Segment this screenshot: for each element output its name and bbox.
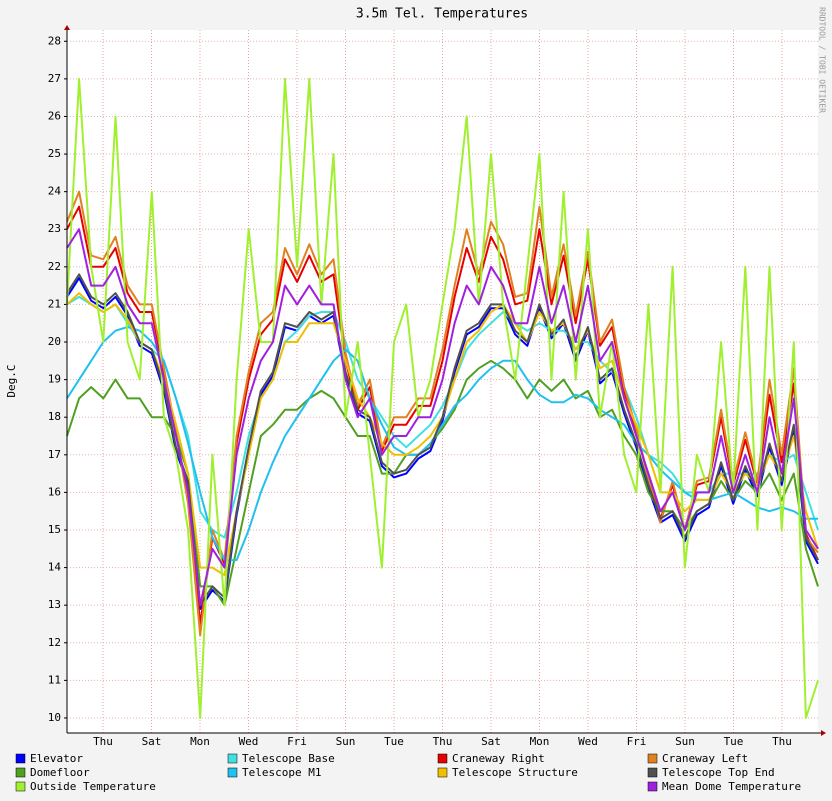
y-tick-label: 15 xyxy=(48,523,61,536)
legend: Elevator Telescope Base Craneway Right Cran… xyxy=(15,752,801,793)
x-tick-label: Thu xyxy=(433,735,453,748)
x-tick-label: Sat xyxy=(481,735,501,748)
legend-swatch xyxy=(647,753,658,764)
y-tick-label: 16 xyxy=(48,485,61,498)
x-tick-label: Fri xyxy=(627,735,647,748)
x-tick-label: Fri xyxy=(287,735,307,748)
legend-label: Telescope M1 xyxy=(242,766,321,779)
y-tick-label: 28 xyxy=(48,34,61,47)
legend-swatch xyxy=(647,781,658,792)
x-arrow xyxy=(821,730,826,736)
chart-title: 3.5m Tel. Temperatures xyxy=(356,7,528,22)
y-tick-label: 17 xyxy=(48,448,61,461)
x-tick-label: Wed xyxy=(239,735,259,748)
y-tick-label: 25 xyxy=(48,147,61,160)
y-tick-label: 23 xyxy=(48,222,61,235)
y-arrow xyxy=(64,25,70,30)
x-tick-label: Tue xyxy=(384,735,404,748)
legend-label: Telescope Structure xyxy=(452,766,578,779)
legend-swatch xyxy=(15,753,26,764)
y-tick-label: 14 xyxy=(48,561,62,574)
x-tick-label: Sat xyxy=(142,735,162,748)
legend-label: Mean Dome Temperature xyxy=(662,780,801,793)
y-tick-label: 27 xyxy=(48,72,61,85)
axes xyxy=(64,25,826,736)
legend-swatch xyxy=(437,753,448,764)
x-tick-label: Mon xyxy=(530,735,550,748)
y-tick-label: 24 xyxy=(48,185,62,198)
legend-swatch xyxy=(437,767,448,778)
x-tick-label: Tue xyxy=(724,735,744,748)
legend-swatch xyxy=(227,767,238,778)
y-tick-label: 21 xyxy=(48,297,61,310)
legend-swatch xyxy=(15,781,26,792)
y-tick-label: 26 xyxy=(48,109,61,122)
legend-label: Elevator xyxy=(30,752,83,765)
y-tick-label: 10 xyxy=(48,711,61,724)
y-axis-label: Deg.C xyxy=(5,364,18,397)
legend-swatch xyxy=(227,753,238,764)
legend-swatch xyxy=(15,767,26,778)
x-tick-label: Thu xyxy=(93,735,113,748)
legend-label: Telescope Base xyxy=(242,752,335,765)
watermark: RRDTOOL / TOBI OETIKER xyxy=(818,7,827,113)
legend-label: Domefloor xyxy=(30,766,90,779)
y-tick-label: 11 xyxy=(48,673,61,686)
series-line xyxy=(66,228,819,607)
y-tick-label: 19 xyxy=(48,373,61,386)
x-tick-label: Sun xyxy=(675,735,695,748)
y-tick-label: 20 xyxy=(48,335,61,348)
legend-label: Outside Temperature xyxy=(30,780,156,793)
y-tick-label: 13 xyxy=(48,598,61,611)
legend-swatch xyxy=(647,767,658,778)
series-line xyxy=(66,77,819,719)
legend-label: Telescope Top End xyxy=(662,766,775,779)
y-tick-label: 12 xyxy=(48,636,61,649)
x-tick-label: Sun xyxy=(336,735,356,748)
legend-label: Craneway Right xyxy=(452,752,545,765)
legend-label: Craneway Left xyxy=(662,752,748,765)
y-tick-label: 18 xyxy=(48,410,61,423)
x-tick-label: Thu xyxy=(772,735,792,748)
lines xyxy=(66,77,819,719)
x-tick-label: Wed xyxy=(578,735,598,748)
y-tick-label: 22 xyxy=(48,260,61,273)
x-tick-label: Mon xyxy=(190,735,210,748)
